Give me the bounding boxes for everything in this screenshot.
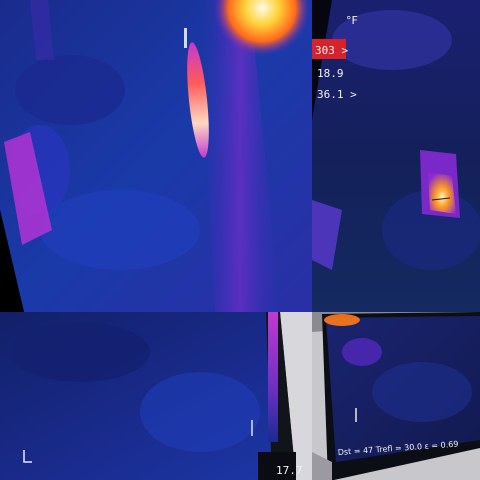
thermal-image-bottom-left: 17.7 (0, 312, 312, 480)
unit-label: °F (346, 14, 358, 27)
max-reading-badge (312, 39, 346, 59)
max-reading: 303 > (315, 44, 348, 57)
scale-reading: 17.7 (276, 464, 303, 477)
thermal-image-top-right: °F 303 > 18.9 36.1 > (312, 0, 480, 312)
color-scale-bar (268, 312, 278, 442)
thermal-image-bottom-right: Dst = 47 Trefl = 30.0 ε = 0.69 (312, 312, 480, 480)
thermal-frame-bottom-left: 17.7 (0, 312, 312, 480)
min-reading: 36.1 > (317, 88, 357, 101)
thermal-image-top-left (0, 0, 312, 312)
thermal-frame-bottom-right: Dst = 47 Trefl = 30.0 ε = 0.69 (312, 312, 480, 480)
thermal-frame-top-right: °F 303 > 18.9 36.1 > (312, 0, 480, 312)
thermal-frame-top-left (0, 0, 312, 312)
mid-reading: 18.9 (317, 67, 344, 80)
